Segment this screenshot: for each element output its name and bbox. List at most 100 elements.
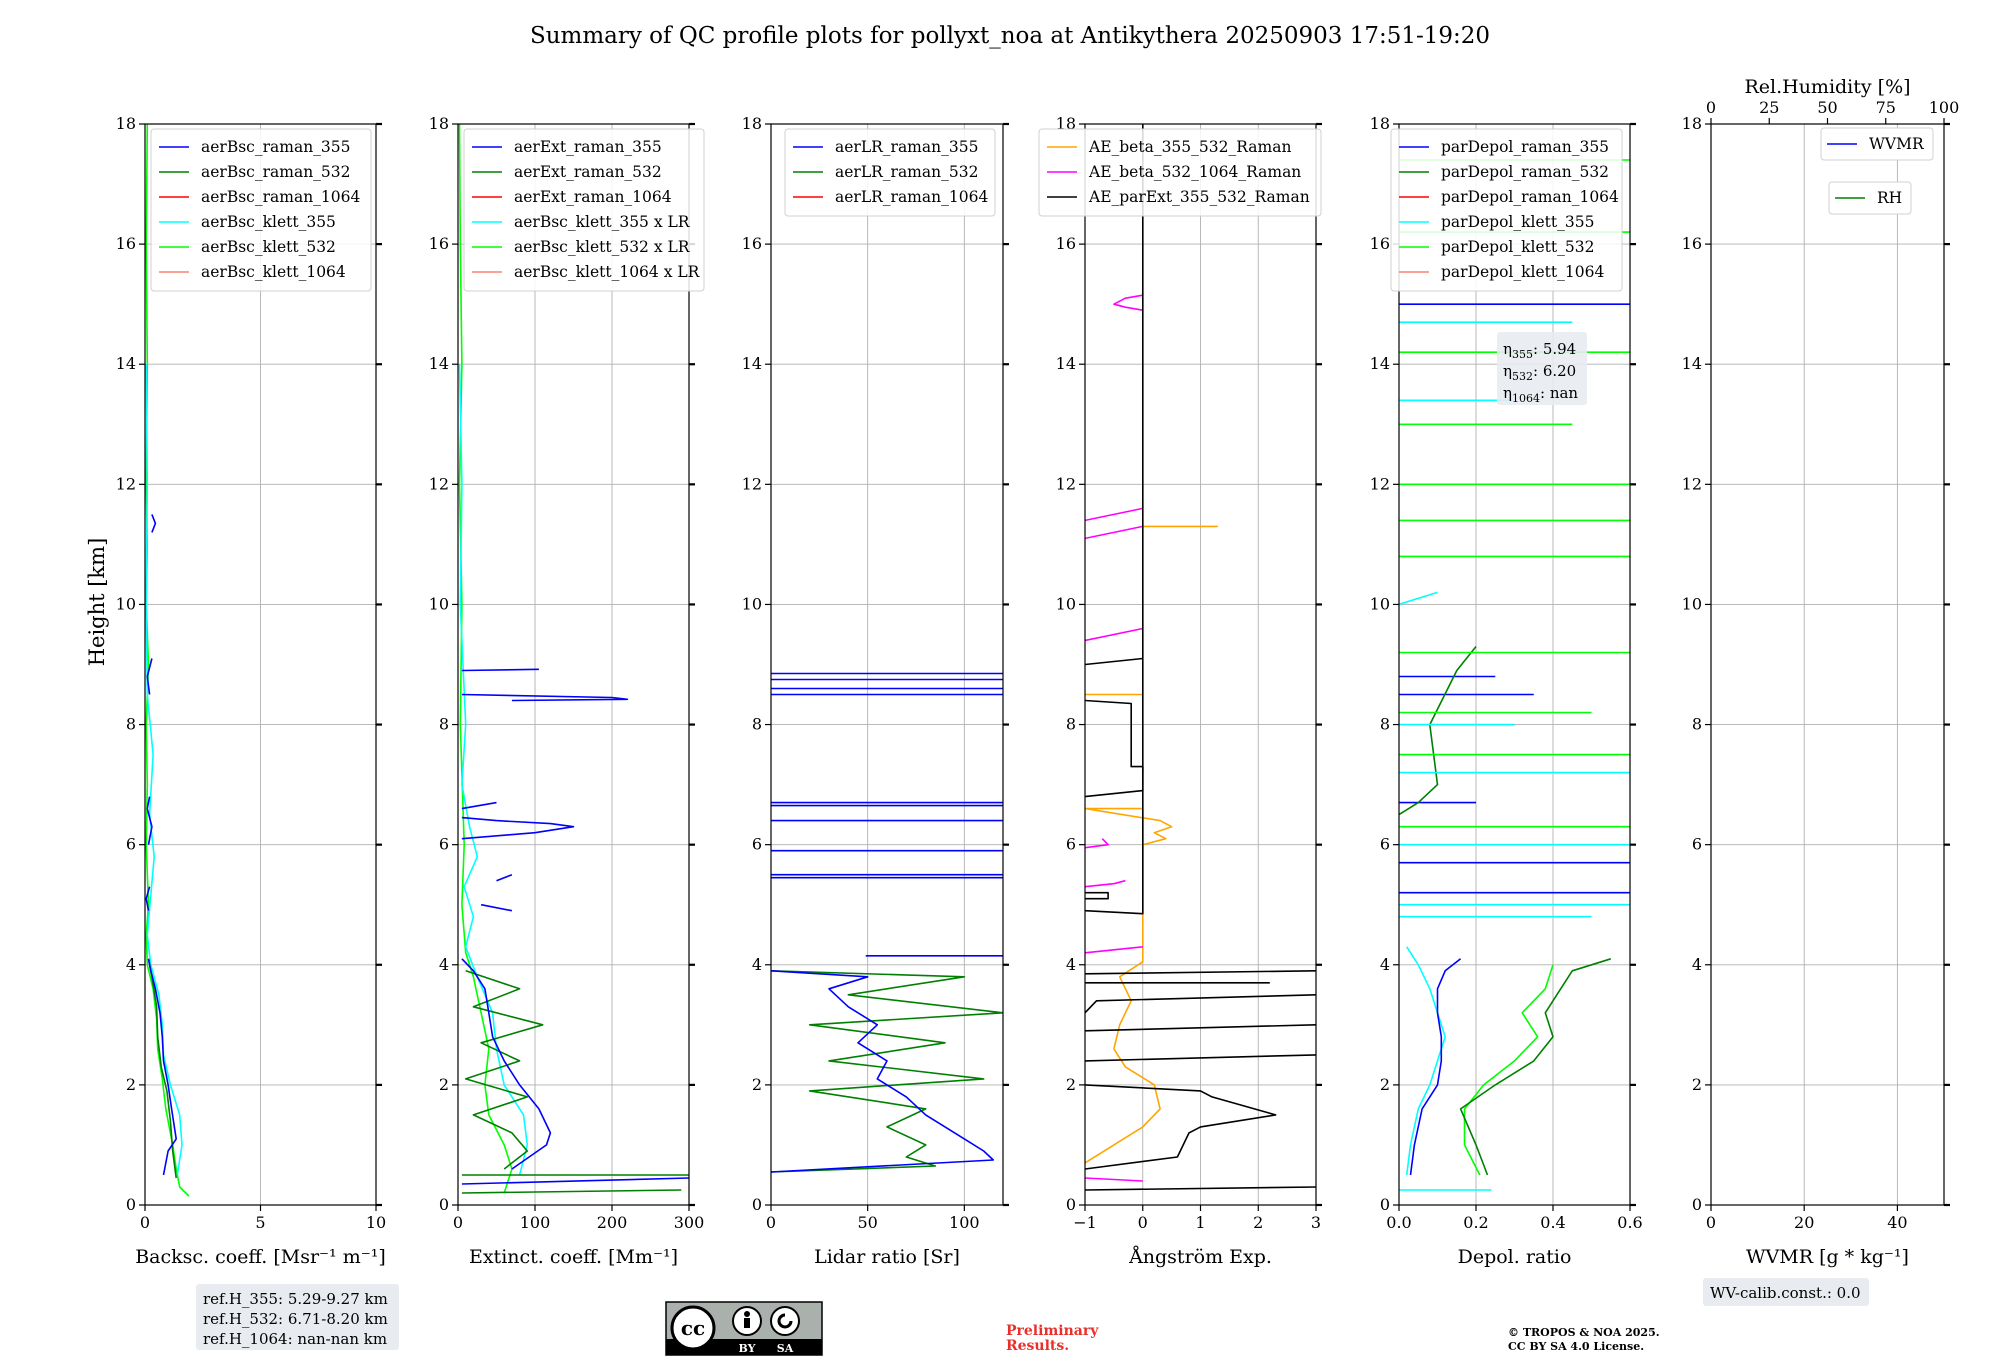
- y-tick-label: 18: [1370, 114, 1390, 133]
- y-tick-label: 2: [439, 1075, 449, 1094]
- series-line-AE-beta-532-1064-Raman: [1085, 879, 1126, 888]
- cc-logo-text: cc: [681, 1316, 705, 1340]
- refh-box: [196, 1284, 399, 1350]
- series-line-aerBsc-raman-355: [146, 658, 153, 695]
- top-axis-label: Rel.Humidity [%]: [1744, 76, 1910, 98]
- series-line-AE-beta-355-532-Raman: [1085, 807, 1161, 1164]
- series-line-aerExt-raman-355: [461, 958, 552, 1170]
- series-line-AE-parExt-355-532-Raman: [1085, 994, 1316, 1014]
- series-line-parDepol-raman-532: [1399, 646, 1477, 816]
- top-tick-label: 25: [1759, 98, 1779, 117]
- y-tick-label: 4: [126, 955, 136, 974]
- legend-label: RH: [1877, 189, 1902, 207]
- y-tick-label: 2: [1380, 1075, 1390, 1094]
- y-tick-label: 14: [429, 354, 449, 373]
- series-line-AE-parExt-355-532-Raman: [1085, 891, 1109, 900]
- x-tick-label: 0.4: [1540, 1213, 1565, 1232]
- series-line-aerBsc-raman-532: [147, 958, 177, 1179]
- y-tick-label: 6: [1066, 835, 1076, 854]
- y-axis-label: Height [km]: [85, 538, 109, 667]
- x-tick-label: 0: [1706, 1213, 1716, 1232]
- legend-box: [1038, 128, 1322, 217]
- y-tick-label: 12: [1682, 474, 1702, 493]
- y-tick-label: 4: [439, 955, 449, 974]
- y-tick-label: 4: [1692, 955, 1702, 974]
- preliminary-label-line1: Preliminary: [1006, 1323, 1099, 1339]
- y-tick-label: 6: [1380, 835, 1390, 854]
- wv-calib-label: WV-calib.const.: 0.0: [1710, 1284, 1861, 1302]
- legend-label: aerBsc_klett_355 x LR: [514, 213, 691, 231]
- legend-label: aerBsc_klett_1064: [201, 263, 346, 281]
- y-tick-label: 2: [1066, 1075, 1076, 1094]
- legend-label: aerBsc_klett_1064 x LR: [514, 263, 701, 281]
- cc-by-sa-badge: cc BY SA: [665, 1301, 823, 1356]
- legend-label: aerLR_raman_1064: [835, 188, 988, 206]
- y-tick-label: 8: [1380, 715, 1390, 734]
- panel-depol: 0 2 4 6 8 10 12 14 16 18 0.0 0.2 0.4 0.6 Depol. ratio p…: [1370, 114, 1643, 1268]
- legend-label: parDepol_klett_532: [1441, 238, 1594, 256]
- y-tick-label: 2: [126, 1075, 136, 1094]
- series-line-AE-parExt-355-532-Raman: [1085, 1054, 1316, 1062]
- series-line-aerLR-raman-532: [771, 970, 1003, 1173]
- series-line-AE-beta-532-1064-Raman: [1085, 507, 1143, 522]
- panel-lr: 0 2 4 6 8 10 12 14 16 18 0 50 100 Lidar ratio [Sr] aer…: [742, 114, 1009, 1268]
- series-line-aerExt-raman-355: [461, 1177, 689, 1185]
- panel-bsc: 0 2 4 6 8 10 12 14 16 18 0 5 10 Backsc. coeff. [Msr⁻¹…: [116, 114, 399, 1350]
- y-tick-label: 0: [752, 1195, 762, 1214]
- copyright-line2: CC BY SA 4.0 License.: [1508, 1340, 1644, 1353]
- x-tick-label: −1: [1073, 1213, 1097, 1232]
- eta-line: η532: 6.20: [1503, 362, 1576, 383]
- cc-by-label: BY: [739, 1342, 756, 1355]
- legend-label: aerLR_raman_355: [835, 138, 978, 156]
- x-tick-label: 2: [1253, 1213, 1263, 1232]
- legend-label: parDepol_klett_355: [1441, 213, 1594, 231]
- y-tick-label: 4: [1066, 955, 1076, 974]
- legend-label: parDepol_raman_355: [1441, 138, 1609, 156]
- y-tick-label: 0: [1066, 1195, 1076, 1214]
- legend-label: aerBsc_raman_355: [201, 138, 351, 156]
- legend-box: [1390, 128, 1623, 292]
- y-tick-label: 18: [1056, 114, 1076, 133]
- x-tick-label: 0: [1138, 1213, 1148, 1232]
- y-tick-label: 8: [752, 715, 762, 734]
- axes-frame: [1710, 123, 1945, 1206]
- series-line-AE-parExt-355-532-Raman: [1085, 1024, 1316, 1032]
- y-tick-label: 16: [742, 234, 762, 253]
- x-tick-label: 300: [674, 1213, 705, 1232]
- legend-box: [1828, 181, 1912, 215]
- eta-box: [1497, 332, 1587, 405]
- x-tick-label: 1: [1195, 1213, 1205, 1232]
- x-tick-label: 0.6: [1617, 1213, 1642, 1232]
- y-tick-label: 10: [1370, 594, 1390, 613]
- y-tick-label: 18: [116, 114, 136, 133]
- series-line-AE-beta-532-1064-Raman: [1085, 525, 1143, 540]
- series-line-parDepol-klett-532: [1463, 964, 1554, 1176]
- legend-label: parDepol_klett_1064: [1441, 263, 1604, 281]
- y-tick-label: 12: [429, 474, 449, 493]
- y-tick-label: 6: [439, 835, 449, 854]
- series-line-aerBsc-klett-355: [145, 364, 183, 1176]
- x-tick-label: 0.2: [1463, 1213, 1488, 1232]
- series-line-aerBsc-raman-355: [146, 796, 153, 845]
- x-axis-label: Depol. ratio: [1458, 1246, 1572, 1268]
- x-tick-label: 3: [1311, 1213, 1321, 1232]
- figure-title: Summary of QC profile plots for pollyxt_…: [530, 23, 1490, 49]
- y-tick-label: 12: [116, 474, 136, 493]
- cc-sa-label: SA: [777, 1342, 794, 1355]
- y-tick-label: 0: [126, 1195, 136, 1214]
- x-tick-label: 5: [255, 1213, 265, 1232]
- y-tick-label: 0: [1380, 1195, 1390, 1214]
- series-line-AE-beta-355-532-Raman: [1085, 807, 1173, 846]
- x-tick-label: 0: [766, 1213, 776, 1232]
- person-icon: [744, 1311, 750, 1317]
- y-tick-label: 4: [1380, 955, 1390, 974]
- x-axis-label: WVMR [g * kg⁻¹]: [1746, 1246, 1909, 1268]
- y-tick-label: 14: [1682, 354, 1702, 373]
- series-group: [458, 124, 689, 1194]
- y-tick-label: 16: [1682, 234, 1702, 253]
- axes-frame: [457, 123, 690, 1206]
- y-tick-label: 16: [116, 234, 136, 253]
